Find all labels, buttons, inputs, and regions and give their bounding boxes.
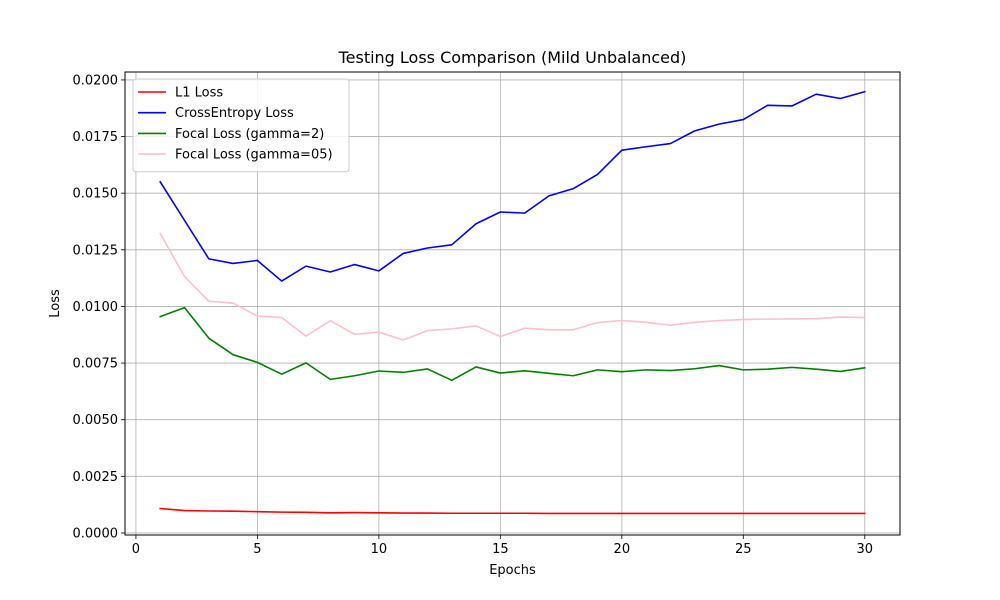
x-tick-label: 25	[735, 542, 752, 557]
chart-title: Testing Loss Comparison (Mild Unbalanced…	[338, 48, 687, 67]
legend-label: CrossEntropy Loss	[175, 106, 294, 121]
legend-label: Focal Loss (gamma=2)	[175, 127, 324, 142]
y-tick-label: 0.0125	[73, 243, 119, 258]
legend-box	[132, 78, 350, 173]
y-tick-label: 0.0025	[73, 470, 119, 485]
y-tick-label: 0.0050	[73, 413, 119, 428]
chart-legend: L1 Loss CrossEntropy Loss Focal Loss (gamm…	[132, 78, 350, 173]
plot-area-frame	[124, 71, 901, 536]
y-axis-label: Loss	[48, 289, 63, 318]
y-tick-label: 0.0000	[73, 526, 119, 541]
series-line-4	[159, 232, 866, 341]
grid-lines	[125, 72, 900, 535]
x-tick-label: 20	[614, 542, 631, 557]
y-tick-label: 0.0075	[73, 357, 119, 372]
x-tick-label: 30	[856, 542, 873, 557]
x-axis-label: Epochs	[489, 563, 536, 578]
x-tick-label: 15	[492, 542, 509, 557]
x-tick-label: 5	[253, 542, 261, 557]
x-tick-label: 10	[371, 542, 388, 557]
series-line-3	[159, 306, 866, 382]
x-tick-label: 0	[132, 542, 140, 557]
series-lines	[159, 90, 866, 515]
axis-ticks: 0 5 10 15 20 25 30 0.0000 0.0025 0.0050 0.0075 0.01…	[73, 73, 874, 557]
series-line-1	[159, 507, 866, 515]
y-tick-label: 0.0200	[73, 73, 119, 88]
y-tick-label: 0.0100	[73, 300, 119, 315]
series-line-2	[159, 90, 866, 282]
y-tick-label: 0.0150	[73, 187, 119, 202]
y-tick-label: 0.0175	[73, 130, 119, 145]
legend-label: L1 Loss	[175, 86, 223, 101]
legend-label: Focal Loss (gamma=05)	[175, 148, 333, 163]
